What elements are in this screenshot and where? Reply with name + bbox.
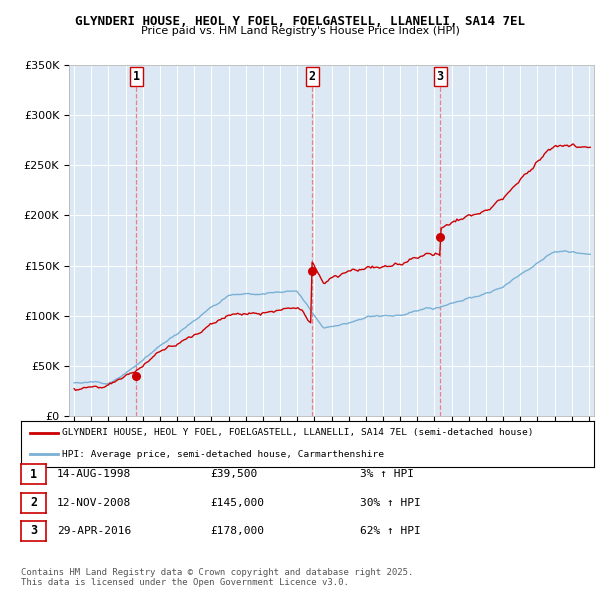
Text: HPI: Average price, semi-detached house, Carmarthenshire: HPI: Average price, semi-detached house,…	[62, 450, 384, 459]
Text: £39,500: £39,500	[210, 470, 257, 479]
Text: 3: 3	[30, 525, 37, 537]
Text: 1: 1	[30, 468, 37, 481]
Text: 2: 2	[308, 70, 316, 83]
Text: £145,000: £145,000	[210, 498, 264, 507]
Text: 62% ↑ HPI: 62% ↑ HPI	[360, 526, 421, 536]
Text: 1: 1	[133, 70, 140, 83]
Text: £178,000: £178,000	[210, 526, 264, 536]
Text: 2: 2	[30, 496, 37, 509]
Text: 30% ↑ HPI: 30% ↑ HPI	[360, 498, 421, 507]
Text: 14-AUG-1998: 14-AUG-1998	[57, 470, 131, 479]
Text: Contains HM Land Registry data © Crown copyright and database right 2025.
This d: Contains HM Land Registry data © Crown c…	[21, 568, 413, 587]
Text: 12-NOV-2008: 12-NOV-2008	[57, 498, 131, 507]
Text: GLYNDERI HOUSE, HEOL Y FOEL, FOELGASTELL, LLANELLI, SA14 7EL: GLYNDERI HOUSE, HEOL Y FOEL, FOELGASTELL…	[75, 15, 525, 28]
Text: GLYNDERI HOUSE, HEOL Y FOEL, FOELGASTELL, LLANELLI, SA14 7EL (semi-detached hous: GLYNDERI HOUSE, HEOL Y FOEL, FOELGASTELL…	[62, 428, 534, 437]
Text: Price paid vs. HM Land Registry's House Price Index (HPI): Price paid vs. HM Land Registry's House …	[140, 26, 460, 36]
Text: 3% ↑ HPI: 3% ↑ HPI	[360, 470, 414, 479]
Text: 29-APR-2016: 29-APR-2016	[57, 526, 131, 536]
Text: 3: 3	[437, 70, 443, 83]
